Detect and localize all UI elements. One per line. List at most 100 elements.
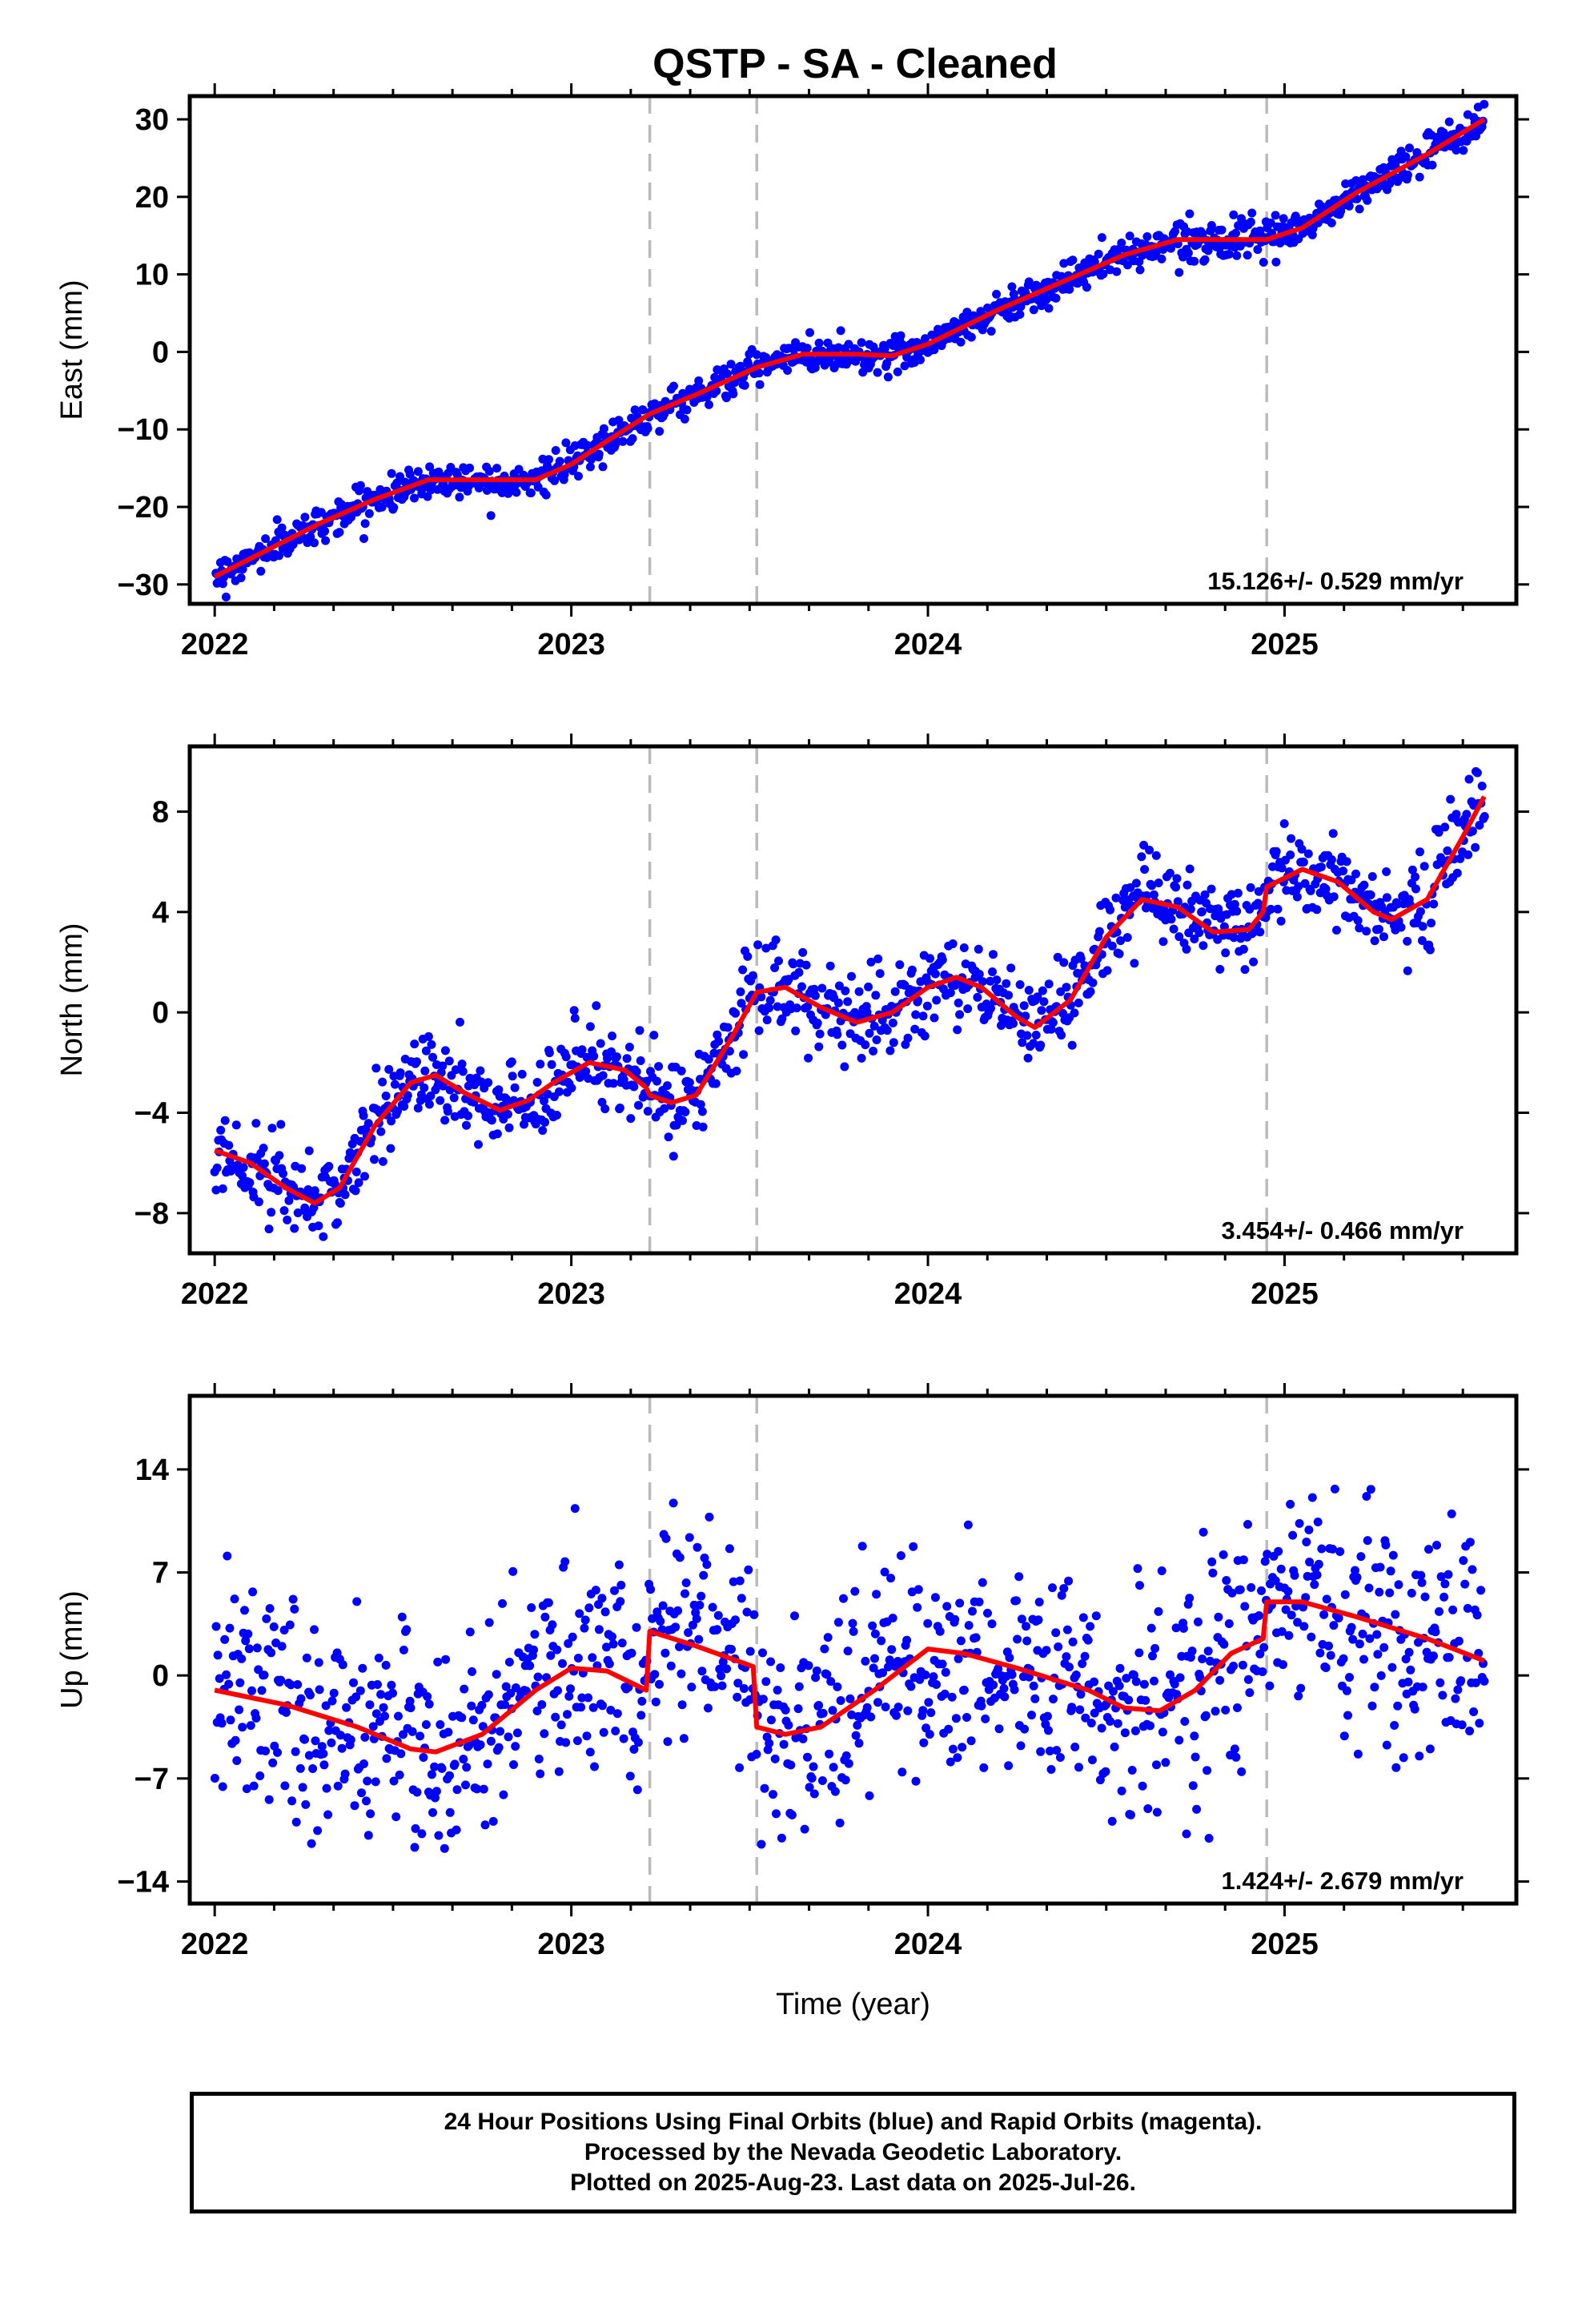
up-observation-point [355,1686,365,1695]
up-observation-point [277,1642,287,1651]
north-observation-point [458,1067,468,1076]
up-observation-point [230,1594,239,1604]
up-observation-point [798,1734,808,1743]
east-observation-point [694,376,704,385]
east-observation-point [1198,229,1207,239]
north-observation-point [833,998,843,1007]
east-observation-point [594,449,604,459]
east-observation-points [211,99,1489,601]
up-observation-point [388,1688,397,1698]
up-observation-point [1029,1681,1038,1691]
north-observation-point [538,1126,548,1136]
north-observation-point [520,1120,528,1129]
up-observation-point [777,1833,786,1843]
up-observation-point [602,1642,611,1652]
up-observation-point [563,1710,572,1719]
up-observation-point [1276,1564,1286,1574]
north-observation-point [597,1097,607,1107]
up-observation-point [1045,1747,1054,1755]
up-observation-point [1312,1570,1322,1580]
up-observation-point [1386,1566,1395,1576]
north-observation-point [426,1092,436,1100]
up-observation-point [1127,1766,1137,1775]
up-observation-point [291,1747,300,1756]
north-observation-point [259,1144,268,1153]
up-observation-point [1385,1588,1395,1598]
north-observation-point [503,1109,512,1119]
up-observation-point [1314,1559,1323,1569]
up-observation-point [576,1703,586,1712]
up-observation-point [213,1651,223,1660]
north-observation-point [279,1169,287,1178]
up-observation-point [468,1667,476,1676]
up-observation-point [450,1759,460,1769]
north-observation-point [636,1056,645,1065]
east-observation-point [1112,267,1122,276]
up-observation-point [932,1680,942,1689]
up-observation-point [1302,1538,1311,1546]
north-observation-point [866,957,876,967]
up-observation-point [594,1625,604,1634]
east-observation-point [1405,143,1414,153]
up-observation-point [1133,1564,1142,1574]
up-observation-point [1305,1558,1315,1566]
up-observation-point [373,1680,382,1689]
north-observation-point [948,939,958,948]
up-observation-point [877,1636,886,1646]
east-observation-point [425,462,435,472]
up-observation-point [1263,1550,1272,1559]
up-observation-point [1465,1727,1475,1735]
up-observation-point [1403,1677,1413,1687]
east-observation-point [1232,251,1242,260]
north-observation-point [1036,1040,1046,1050]
up-observation-point [1110,1742,1119,1751]
north-observation-point [711,1079,721,1088]
up-observation-point [304,1751,314,1760]
up-observation-point [540,1612,550,1622]
up-observation-point [1237,1767,1247,1776]
up-observation-point [1109,1687,1118,1696]
up-observation-point [906,1682,916,1691]
north-observation-point [789,959,798,969]
east-observation-point [1352,194,1362,203]
up-observation-point [591,1586,600,1595]
north-observation-points [210,766,1489,1241]
north-observation-point [1255,927,1265,937]
north-observation-point [259,1159,269,1168]
up-observation-point [1138,1781,1147,1791]
up-observation-point [1471,1678,1480,1687]
north-observation-point [254,1197,263,1207]
up-observation-point [436,1720,445,1729]
up-observation-point [1324,1641,1333,1651]
up-observation-point [1074,1763,1083,1772]
north-observation-point [324,1161,334,1171]
up-observation-point [440,1844,449,1853]
up-observation-point [1215,1675,1225,1685]
up-observation-point [994,1724,1004,1734]
north-observation-point [890,987,900,996]
up-observation-point [942,1602,952,1611]
north-observation-point [1452,810,1461,819]
north-observation-point [449,1093,459,1103]
up-observation-point [1404,1647,1414,1657]
east-observation-point [630,405,640,415]
up-observation-point [267,1648,276,1658]
north-observation-point [351,1186,360,1196]
east-observation-point [261,534,271,544]
up-observation-point [839,1594,848,1603]
up-observation-point [697,1591,706,1601]
east-observation-point [836,326,845,336]
up-observation-point [1460,1579,1470,1589]
north-observation-point [1094,927,1104,936]
up-observation-point [1113,1719,1122,1728]
north-observation-point [390,1080,400,1089]
north-observation-point [340,1190,350,1200]
north-observation-point [276,1120,286,1129]
up-observation-point [627,1648,636,1658]
up-observation-point [488,1816,498,1826]
up-observation-point [921,1671,930,1679]
up-observation-point [924,1698,934,1707]
north-observation-point [841,986,850,995]
north-observation-point [632,1067,641,1076]
up-observation-point [625,1771,635,1781]
